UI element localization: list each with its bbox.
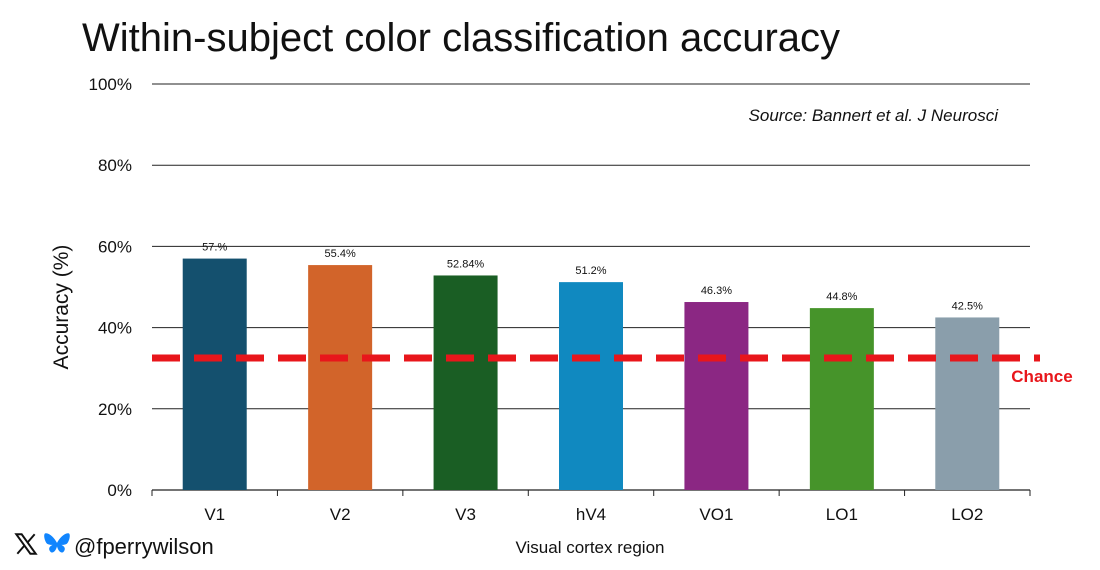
- y-axis-title: Accuracy (%): [50, 245, 73, 370]
- data-label: 46.3%: [701, 285, 732, 297]
- x-tick-label: hV4: [576, 505, 606, 524]
- x-tick-label: LO2: [951, 505, 983, 524]
- y-tick-label: 40%: [98, 319, 132, 338]
- data-label: 57.%: [202, 242, 227, 254]
- y-tick-label: 0%: [107, 481, 132, 500]
- bar-lo1: [809, 308, 874, 490]
- y-tick-label: 80%: [98, 156, 132, 175]
- bar-v1: [182, 258, 247, 490]
- data-label: 51.2%: [575, 265, 606, 277]
- bar-hv4: [559, 282, 623, 490]
- x-tick-label: V1: [204, 505, 225, 524]
- footer-credit: @fperrywilson: [12, 531, 214, 563]
- x-tick-label: VO1: [699, 505, 733, 524]
- x-tick-label: V3: [455, 505, 476, 524]
- x-logo-icon: [12, 531, 40, 563]
- chance-label: Chance: [1011, 367, 1072, 386]
- chart-title: Within-subject color classification accu…: [82, 16, 841, 60]
- x-tick-label: LO1: [826, 505, 858, 524]
- source-note: Source: Bannert et al. J Neurosci: [748, 106, 998, 125]
- data-label: 44.8%: [826, 291, 857, 303]
- x-axis-title: Visual cortex region: [516, 538, 665, 557]
- bar-lo2: [935, 317, 1000, 490]
- bar-v2: [308, 265, 373, 490]
- bar-v3: [433, 275, 498, 490]
- bar-vo1: [684, 302, 749, 490]
- data-label: 42.5%: [952, 300, 983, 312]
- data-label: 52.84%: [447, 258, 485, 270]
- data-label: 55.4%: [325, 248, 356, 260]
- bluesky-butterfly-icon: [42, 531, 72, 563]
- author-handle: @fperrywilson: [74, 534, 214, 559]
- y-tick-label: 100%: [89, 75, 132, 94]
- x-tick-label: V2: [330, 505, 351, 524]
- y-tick-label: 20%: [98, 400, 132, 419]
- y-tick-label: 60%: [98, 237, 132, 256]
